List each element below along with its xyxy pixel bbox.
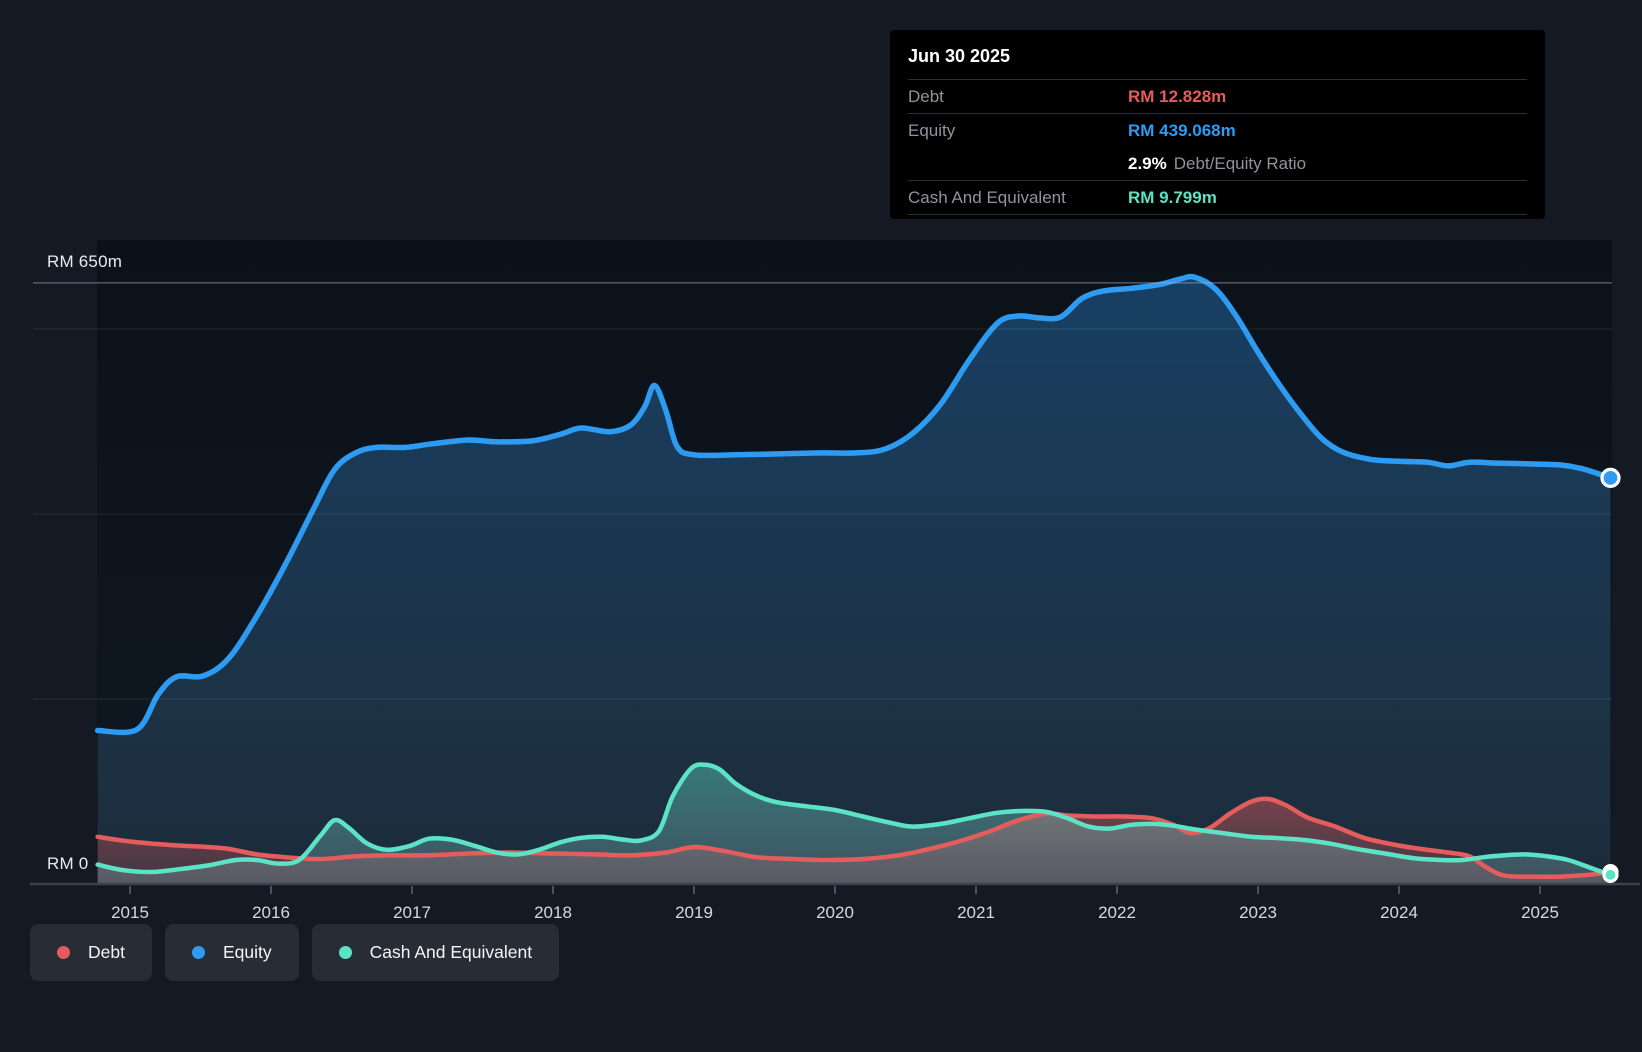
x-axis <box>30 882 1640 894</box>
tooltip-equity-value: RM 439.068m <box>1128 120 1236 140</box>
tooltip-ratio-label: Debt/Equity Ratio <box>1173 153 1307 173</box>
tooltip-equity-label: Equity <box>908 120 956 140</box>
tooltip-debt-label: Debt <box>908 86 944 106</box>
tooltip-cash-label: Cash And Equivalent <box>908 187 1066 207</box>
legend-cash-label: Cash And Equivalent <box>369 942 533 962</box>
x-axis-tick-label: 2018 <box>534 903 572 922</box>
x-axis-tick-label: 2019 <box>675 903 713 922</box>
tooltip-row-ratio: 2.9% Debt/Equity Ratio <box>908 147 1527 180</box>
tooltip-date: Jun 30 2025 <box>908 46 1011 66</box>
x-axis-tick-label: 2025 <box>1521 903 1559 922</box>
legend-item-cash[interactable]: Cash And Equivalent <box>311 924 560 981</box>
x-axis-tick-label: 2015 <box>111 903 149 922</box>
tooltip-row-cash: Cash And Equivalent RM 9.799m <box>908 180 1527 215</box>
legend: Debt Equity Cash And Equivalent <box>30 924 560 981</box>
legend-equity-label: Equity <box>222 942 272 962</box>
legend-item-equity[interactable]: Equity <box>164 924 299 981</box>
legend-debt-label: Debt <box>88 942 125 962</box>
x-axis-tick-label: 2017 <box>393 903 431 922</box>
x-axis-tick-label: 2022 <box>1098 903 1136 922</box>
tooltip-row-equity: Equity RM 439.068m <box>908 113 1527 147</box>
y-axis-label-zero: RM 0 <box>47 854 89 873</box>
tooltip-row-debt: Debt RM 12.828m <box>908 79 1527 113</box>
x-axis-tick-label: 2023 <box>1239 903 1277 922</box>
endpoint-markers <box>1600 467 1621 884</box>
equity-dot-icon <box>191 946 205 959</box>
x-axis-tick-label: 2016 <box>252 903 290 922</box>
y-axis-label-top: RM 650m <box>47 251 123 271</box>
tooltip-cash-value: RM 9.799m <box>1128 187 1217 207</box>
tooltip-debt-value: RM 12.828m <box>1128 86 1227 106</box>
tooltip-ratio-value: 2.9% <box>1128 153 1167 173</box>
x-axis-tick-label: 2021 <box>957 903 995 922</box>
cash-dot-icon <box>338 946 352 959</box>
legend-item-debt[interactable]: Debt <box>30 924 152 981</box>
x-axis-tick-label: 2020 <box>816 903 854 922</box>
debt-dot-icon <box>57 946 70 959</box>
x-axis-tick-label: 2024 <box>1380 903 1418 922</box>
tooltip-panel: Jun 30 2025 Debt RM 12.828m Equity RM 43… <box>890 30 1545 219</box>
gridlines <box>33 281 1612 700</box>
series-lines <box>95 762 1613 880</box>
